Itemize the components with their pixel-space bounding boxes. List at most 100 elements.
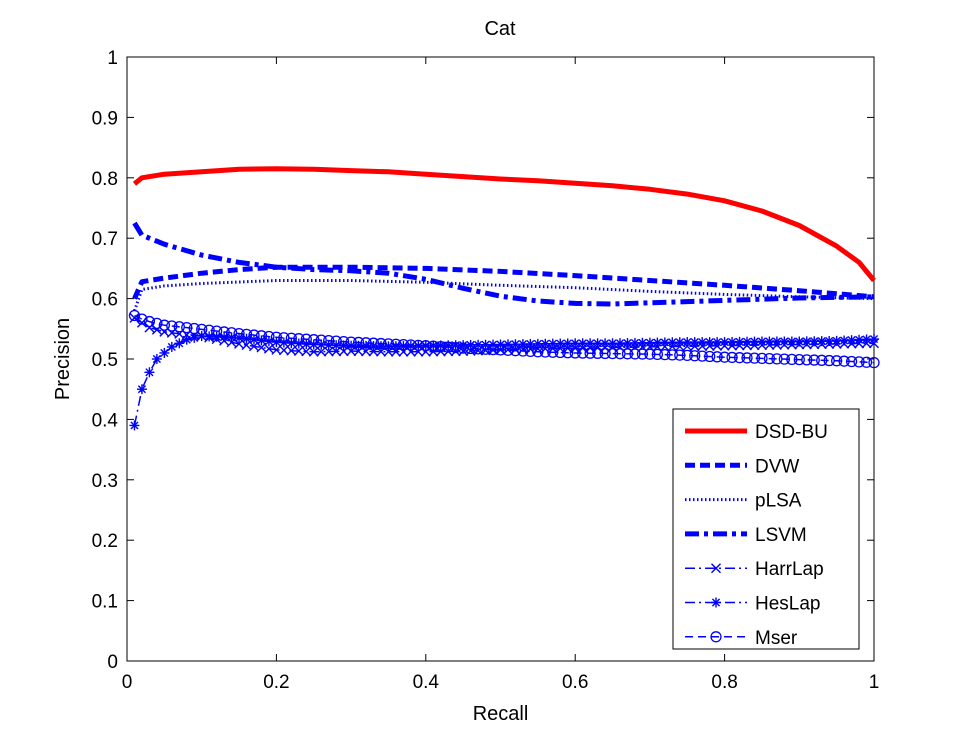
data-point-mser: [300, 333, 312, 345]
data-point-heslap: [869, 334, 879, 345]
data-point-mser: [763, 352, 776, 365]
data-point-mser: [390, 338, 402, 350]
data-point-mser: [666, 349, 678, 361]
data-point-mser: [375, 337, 387, 350]
data-point-mser: [270, 331, 283, 343]
data-point-mser: [308, 334, 320, 346]
series-line-harrlap: [134, 317, 875, 353]
data-point-mser: [405, 339, 417, 351]
data-point-harrlap: [293, 346, 304, 357]
x-tick-label: 0.8: [711, 672, 737, 693]
data-point-mser: [494, 344, 507, 356]
data-point-mser: [659, 349, 671, 361]
data-point-mser: [158, 319, 171, 331]
y-tick-label: 0.5: [92, 350, 118, 371]
legend-label: DVW: [755, 456, 799, 477]
legend-label: pLSA: [755, 491, 802, 512]
legend-label: HesLap: [755, 594, 821, 615]
data-point-heslap: [577, 338, 588, 349]
data-point-mser: [225, 327, 238, 339]
data-point-mser: [240, 328, 253, 341]
series-line-dvw: [132, 264, 875, 300]
data-point-mser: [831, 355, 843, 367]
y-tick-label: 0.9: [92, 108, 118, 129]
data-point-heslap: [771, 336, 782, 347]
data-point-mser: [524, 345, 537, 358]
data-point-mser: [323, 334, 335, 347]
series-dvw: [132, 264, 875, 300]
data-point-heslap: [629, 337, 640, 348]
series-heslap: [129, 331, 879, 431]
legend-item-dsd-bu: DSD-BU: [685, 422, 828, 443]
data-point-mser: [733, 352, 746, 364]
legend-item-heslap: HesLap: [685, 594, 821, 615]
data-point-mser: [681, 349, 693, 362]
data-point-mser: [233, 327, 245, 340]
data-point-mser: [412, 339, 424, 351]
data-point-mser: [166, 320, 178, 332]
data-point-mser: [360, 337, 372, 349]
data-point-mser: [248, 329, 260, 341]
series-line-lsvm: [132, 221, 875, 307]
data-point-mser: [845, 355, 858, 368]
series-line-mser: [134, 314, 875, 364]
data-point-mser: [136, 313, 148, 325]
data-point-mser: [718, 351, 731, 363]
data-point-mser: [293, 333, 305, 345]
data-point-mser: [771, 353, 783, 365]
legend-item-mser: Mser: [685, 628, 798, 649]
data-point-heslap: [136, 384, 147, 395]
data-point-heslap: [129, 420, 140, 431]
y-tick-label: 0: [107, 652, 118, 673]
series-line-dsd-bu: [132, 166, 876, 283]
data-point-mser: [591, 347, 604, 359]
data-point-mser: [457, 342, 469, 354]
data-point-mser: [651, 348, 664, 361]
legend-label: DSD-BU: [755, 422, 828, 443]
data-point-harrlap: [308, 346, 319, 357]
x-axis-label: Recall: [473, 703, 529, 725]
data-point-mser: [741, 352, 753, 364]
data-point-mser: [786, 353, 798, 366]
data-point-mser: [554, 346, 566, 359]
x-tick-label: 1: [869, 672, 880, 693]
data-point-mser: [636, 348, 649, 360]
data-point-mser: [756, 352, 768, 365]
y-tick-label: 0.4: [92, 410, 119, 431]
data-point-mser: [151, 317, 163, 330]
data-point-mser: [584, 347, 596, 359]
series-layer: [128, 166, 880, 431]
data-point-mser: [330, 335, 342, 347]
data-point-mser: [577, 347, 589, 359]
data-point-heslap: [659, 337, 670, 348]
legend: DSD-BU DVW pLSA LSVM HarrLap HesLap Mser: [672, 408, 860, 650]
y-tick-label: 0.1: [92, 592, 118, 613]
y-tick-label: 0.7: [92, 229, 118, 250]
legend-label: Mser: [755, 628, 798, 649]
series-dsd-bu: [132, 166, 876, 283]
legend-label: LSVM: [755, 525, 807, 546]
data-point-heslap: [801, 336, 812, 347]
legend-marker: [710, 631, 722, 643]
data-point-mser: [532, 346, 544, 358]
data-point-harrlap: [278, 345, 289, 356]
data-point-mser: [143, 315, 156, 328]
data-point-mser: [450, 341, 462, 354]
data-point-mser: [196, 323, 208, 336]
legend-label: HarrLap: [755, 559, 824, 580]
data-point-mser: [472, 343, 484, 355]
data-point-heslap: [697, 337, 708, 348]
data-point-heslap: [786, 336, 797, 347]
data-point-heslap: [144, 367, 155, 378]
x-tick-label: 0.4: [413, 672, 440, 693]
x-tick-label: 0: [122, 672, 133, 693]
data-point-heslap: [674, 337, 685, 348]
series-line-plsa: [133, 279, 875, 312]
y-tick-label: 0.3: [92, 471, 118, 492]
data-point-mser: [188, 322, 200, 335]
data-point-mser: [285, 332, 297, 344]
data-point-heslap: [159, 347, 170, 358]
data-point-mser: [345, 336, 357, 348]
